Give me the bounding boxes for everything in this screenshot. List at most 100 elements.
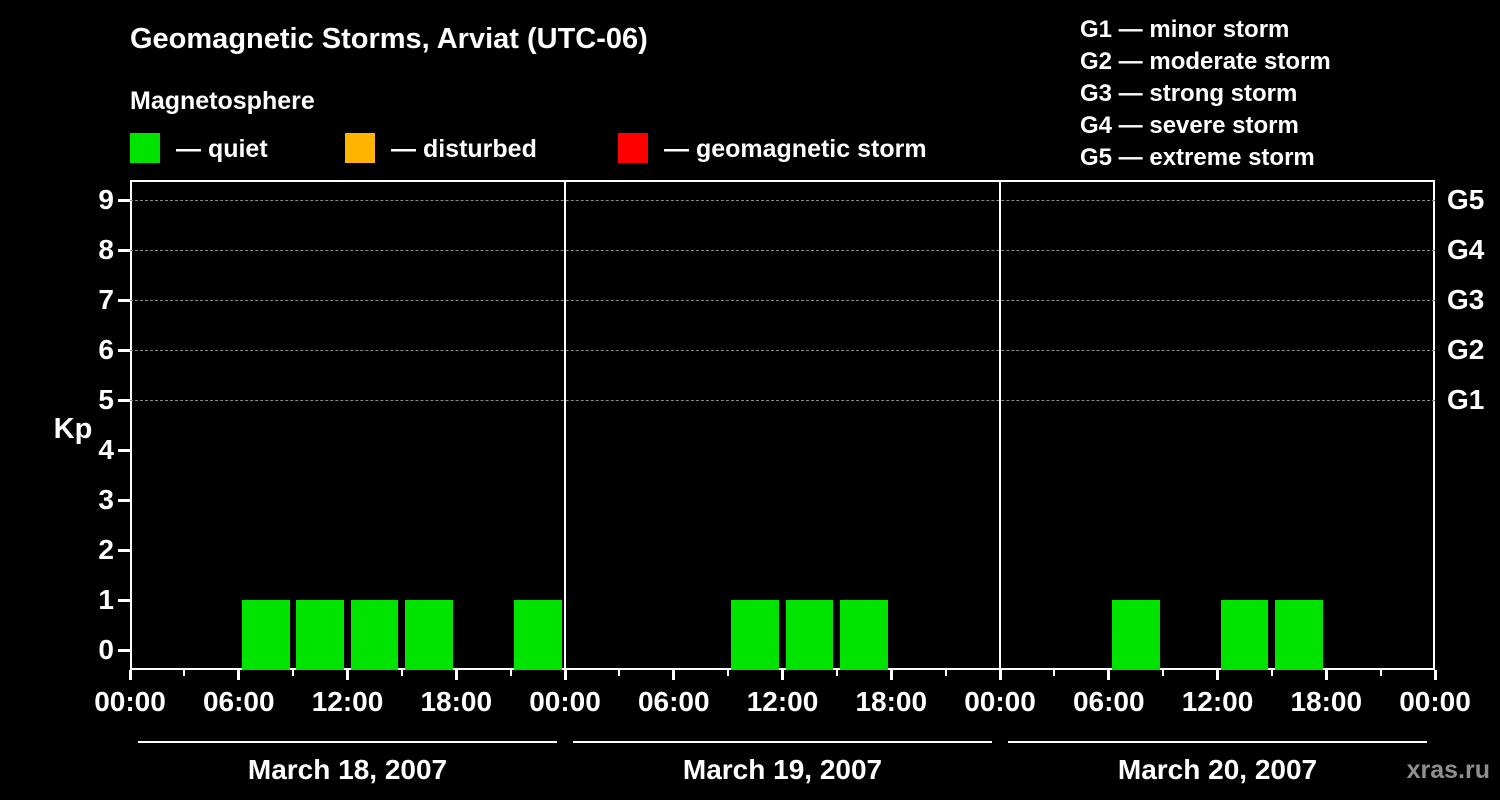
date-bracket	[1008, 741, 1427, 743]
kp-bar	[1111, 600, 1160, 670]
gridline	[130, 400, 1435, 401]
kp-bar	[241, 600, 290, 670]
g-level-label: G1	[1447, 384, 1485, 415]
x-tick-label: 12:00	[1181, 686, 1254, 717]
y-tick-label: 6	[98, 334, 114, 365]
y-tick	[118, 599, 130, 602]
x-tick-major	[128, 670, 132, 680]
gridline	[130, 300, 1435, 301]
legend-label-disturbed: — disturbed	[391, 135, 537, 163]
gridline	[130, 200, 1435, 201]
storm-scale-g5: G5 — extreme storm	[1080, 144, 1315, 171]
x-tick-label: 18:00	[1290, 686, 1363, 717]
kp-bar	[785, 600, 834, 670]
y-axis-title: Kp	[53, 413, 93, 445]
date-label: March 20, 2007	[1117, 754, 1318, 785]
storm-scale-g1: G1 — minor storm	[1080, 16, 1290, 43]
x-tick-label: 12:00	[746, 686, 819, 717]
x-tick-major	[237, 670, 241, 680]
storm-color-swatch	[618, 133, 648, 163]
kp-bar	[404, 600, 453, 670]
date-label: March 18, 2007	[247, 754, 448, 785]
disturbed-color-swatch	[345, 133, 375, 163]
day-separator	[564, 180, 566, 670]
kp-bar	[513, 600, 562, 670]
g-level-label: G4	[1447, 234, 1485, 265]
storm-scale-g3: G3 — strong storm	[1080, 80, 1298, 107]
x-tick-label: 06:00	[637, 686, 710, 717]
y-tick-label: 9	[98, 184, 114, 215]
kp-bar	[839, 600, 888, 670]
storm-scale-legend: G1 — minor storm G2 — moderate storm G3 …	[1080, 14, 1331, 174]
y-tick	[118, 199, 130, 202]
date-bracket	[573, 741, 992, 743]
kp-bar	[731, 600, 780, 670]
x-tick-major	[1216, 670, 1219, 680]
legend-label-storm: — geomagnetic storm	[664, 135, 927, 163]
x-tick-major	[672, 670, 676, 680]
y-tick-label: 0	[98, 634, 114, 665]
x-tick-minor	[1162, 670, 1165, 676]
gridline	[130, 350, 1435, 351]
x-tick-major	[563, 670, 567, 680]
legend-label-quiet: — quiet	[176, 135, 268, 163]
x-tick-major	[1107, 670, 1111, 680]
storm-scale-g2: G2 — moderate storm	[1080, 48, 1331, 75]
g-level-label: G2	[1447, 334, 1485, 365]
y-tick-label: 7	[98, 284, 114, 315]
gridline	[130, 250, 1435, 251]
day-separator	[999, 180, 1001, 670]
g-level-label: G3	[1447, 284, 1485, 315]
x-tick-label: 00:00	[1399, 686, 1471, 717]
x-tick-label: 00:00	[964, 686, 1036, 717]
y-tick-label: 8	[98, 234, 114, 265]
date-label: March 19, 2007	[682, 754, 883, 785]
x-tick-major	[998, 670, 1002, 680]
x-tick-minor	[1053, 670, 1056, 676]
y-tick	[118, 649, 130, 652]
y-tick	[118, 549, 130, 552]
y-tick	[118, 399, 130, 402]
x-tick-minor	[509, 670, 512, 676]
chart-subtitle: Magnetosphere	[130, 87, 315, 115]
x-tick-minor	[292, 670, 295, 676]
x-tick-label: 00:00	[529, 686, 601, 717]
x-tick-label: 18:00	[855, 686, 928, 717]
y-tick	[118, 299, 130, 302]
kp-bar	[1274, 600, 1323, 670]
y-tick-label: 1	[98, 584, 114, 615]
x-tick-minor	[183, 670, 186, 676]
y-tick	[118, 499, 130, 502]
kp-bar	[1220, 600, 1269, 670]
quiet-color-swatch	[130, 133, 160, 163]
page-title: Geomagnetic Storms, Arviat (UTC-06)	[130, 23, 648, 55]
kp-plot-area	[130, 180, 1435, 670]
g-level-label: G5	[1447, 184, 1485, 215]
kp-bar	[350, 600, 399, 670]
x-tick-major	[889, 670, 893, 680]
y-tick-label: 3	[98, 484, 114, 515]
x-tick-minor	[727, 670, 730, 676]
x-tick-label: 06:00	[202, 686, 275, 717]
x-tick-label: 12:00	[311, 686, 384, 717]
watermark: xras.ru	[1406, 756, 1490, 784]
y-tick	[118, 349, 130, 352]
x-tick-label: 06:00	[1072, 686, 1145, 717]
x-tick-major	[346, 670, 349, 680]
x-tick-minor	[618, 670, 621, 676]
x-tick-minor	[1379, 670, 1382, 676]
x-tick-major	[454, 670, 458, 680]
y-tick-label: 5	[98, 384, 114, 415]
y-tick	[118, 249, 130, 252]
y-tick-label: 4	[98, 434, 114, 465]
storm-scale-g4: G4 — severe storm	[1080, 112, 1299, 139]
x-tick-major	[1324, 670, 1328, 680]
x-tick-minor	[400, 670, 403, 676]
date-bracket	[138, 741, 557, 743]
y-tick	[118, 449, 130, 452]
x-tick-label: 00:00	[94, 686, 166, 717]
x-tick-minor	[1270, 670, 1273, 676]
x-tick-minor	[835, 670, 838, 676]
kp-bar	[296, 600, 345, 670]
x-tick-label: 18:00	[420, 686, 493, 717]
